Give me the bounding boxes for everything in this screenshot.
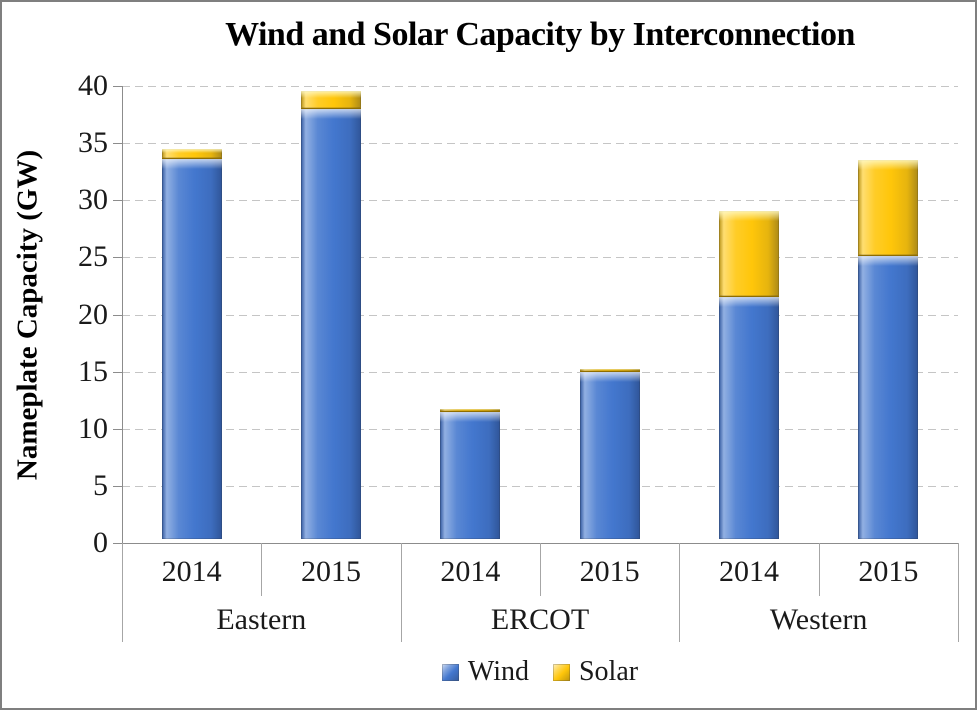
- x-year-label: 2015: [858, 555, 919, 588]
- y-tick-mark: [113, 143, 122, 145]
- x-group-label: Western: [769, 603, 868, 636]
- y-tick-mark: [113, 428, 122, 430]
- gridline: [122, 371, 958, 373]
- y-tick-label: 40: [78, 69, 108, 102]
- bar-segment-solar: [301, 91, 361, 110]
- y-tick-mark: [113, 485, 122, 487]
- x-year-label: 2015: [579, 555, 640, 588]
- gridline: [122, 143, 958, 145]
- y-tick-label: 15: [78, 354, 108, 388]
- legend-swatch-solar-icon: [552, 663, 570, 681]
- x-year-label: 2015: [300, 555, 361, 588]
- bar-segment-solar: [440, 408, 500, 413]
- y-tick-label: 5: [93, 468, 108, 502]
- y-tick-label: 20: [78, 297, 108, 331]
- chart-title: Wind and Solar Capacity by Interconnecti…: [225, 16, 855, 53]
- bar-segment-solar: [162, 149, 222, 159]
- bar-ercot-2015: [580, 368, 640, 539]
- legend-item-solar: Solar: [552, 656, 639, 688]
- bar-eastern-2014: [162, 149, 222, 539]
- legend: Wind Solar: [122, 652, 958, 692]
- x-group-label: Eastern: [216, 603, 307, 636]
- bar-segment-solar: [858, 159, 918, 256]
- x-group-separator: [401, 543, 402, 642]
- legend-swatch-wind-icon: [441, 663, 459, 681]
- gridline: [122, 200, 958, 202]
- gridline: [122, 257, 958, 259]
- gridline: [122, 86, 958, 87]
- y-axis-line: [122, 86, 123, 543]
- bar-ercot-2014: [440, 408, 500, 539]
- x-year-separator: [261, 543, 263, 596]
- y-tick-label: 25: [78, 240, 108, 274]
- plot-area: [122, 86, 958, 543]
- bar-segment-wind: [580, 372, 640, 539]
- y-tick-mark: [113, 86, 122, 87]
- y-tick-label: 10: [78, 411, 108, 445]
- gridline: [122, 314, 958, 316]
- y-tick-label: 0: [93, 526, 108, 559]
- x-year-separator: [540, 543, 541, 596]
- bar-segment-wind: [719, 296, 779, 539]
- y-tick-mark: [113, 200, 122, 202]
- bar-segment-wind: [162, 158, 222, 539]
- gridline: [122, 485, 958, 487]
- y-tick-mark: [113, 257, 122, 259]
- x-year-label: 2014: [161, 555, 222, 588]
- legend-item-wind: Wind: [441, 656, 529, 688]
- bar-segment-wind: [858, 255, 918, 539]
- x-year-label: 2014: [440, 555, 501, 588]
- y-tick-mark: [113, 543, 122, 544]
- x-group-separator: [679, 543, 680, 642]
- bar-segment-solar: [719, 211, 779, 297]
- x-group-separator: [958, 543, 959, 642]
- x-year-label: 2014: [718, 555, 779, 588]
- x-year-separator: [818, 543, 820, 596]
- bar-segment-solar: [580, 368, 640, 373]
- bar-segment-wind: [301, 109, 361, 539]
- legend-label: Wind: [467, 656, 529, 687]
- x-group-separator: [122, 543, 123, 642]
- bar-eastern-2015: [301, 91, 361, 539]
- bar-western-2015: [858, 159, 918, 539]
- legend-label: Solar: [578, 656, 639, 687]
- y-tick-label: 30: [78, 183, 108, 217]
- bar-western-2014: [719, 211, 779, 539]
- gridline: [122, 428, 958, 430]
- y-tick-mark: [113, 371, 122, 373]
- y-tick-label: 35: [78, 126, 108, 160]
- y-tick-mark: [113, 314, 122, 316]
- bar-segment-wind: [440, 412, 500, 539]
- x-group-label: ERCOT: [490, 603, 590, 636]
